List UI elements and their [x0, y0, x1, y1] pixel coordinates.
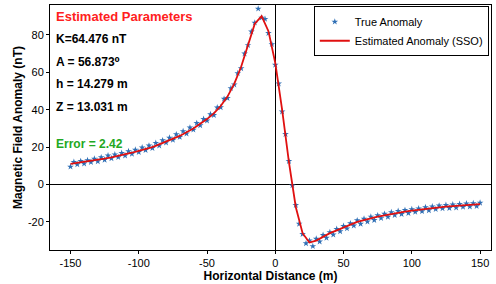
svg-text:40: 40: [32, 104, 44, 116]
svg-text:A = 56.873⁰: A = 56.873⁰: [56, 55, 120, 69]
svg-text:150: 150: [471, 257, 489, 269]
svg-text:Z = 13.031 m: Z = 13.031 m: [56, 100, 128, 114]
svg-text:-150: -150: [59, 257, 81, 269]
svg-text:80: 80: [32, 29, 44, 41]
svg-text:100: 100: [403, 257, 421, 269]
svg-text:60: 60: [32, 66, 44, 78]
svg-text:-50: -50: [199, 257, 215, 269]
svg-text:K=64.476 nT: K=64.476 nT: [56, 32, 127, 46]
svg-text:Horizontal Distance (m): Horizontal Distance (m): [203, 269, 337, 283]
svg-text:0: 0: [38, 178, 44, 190]
svg-text:True Anomaly: True Anomaly: [355, 16, 423, 28]
svg-text:20: 20: [32, 141, 44, 153]
svg-text:Magnetic Field Anomaly (nT): Magnetic Field Anomaly (nT): [11, 46, 25, 209]
svg-text:50: 50: [337, 257, 349, 269]
svg-text:h = 14.279 m: h = 14.279 m: [56, 77, 128, 91]
svg-text:-20: -20: [28, 216, 44, 228]
svg-text:Estimated Anomaly (SSO): Estimated Anomaly (SSO): [355, 35, 483, 47]
svg-text:Estimated Parameters: Estimated Parameters: [56, 9, 193, 24]
svg-text:0: 0: [272, 257, 278, 269]
svg-text:-100: -100: [128, 257, 150, 269]
svg-text:Error = 2.42: Error = 2.42: [56, 137, 123, 151]
